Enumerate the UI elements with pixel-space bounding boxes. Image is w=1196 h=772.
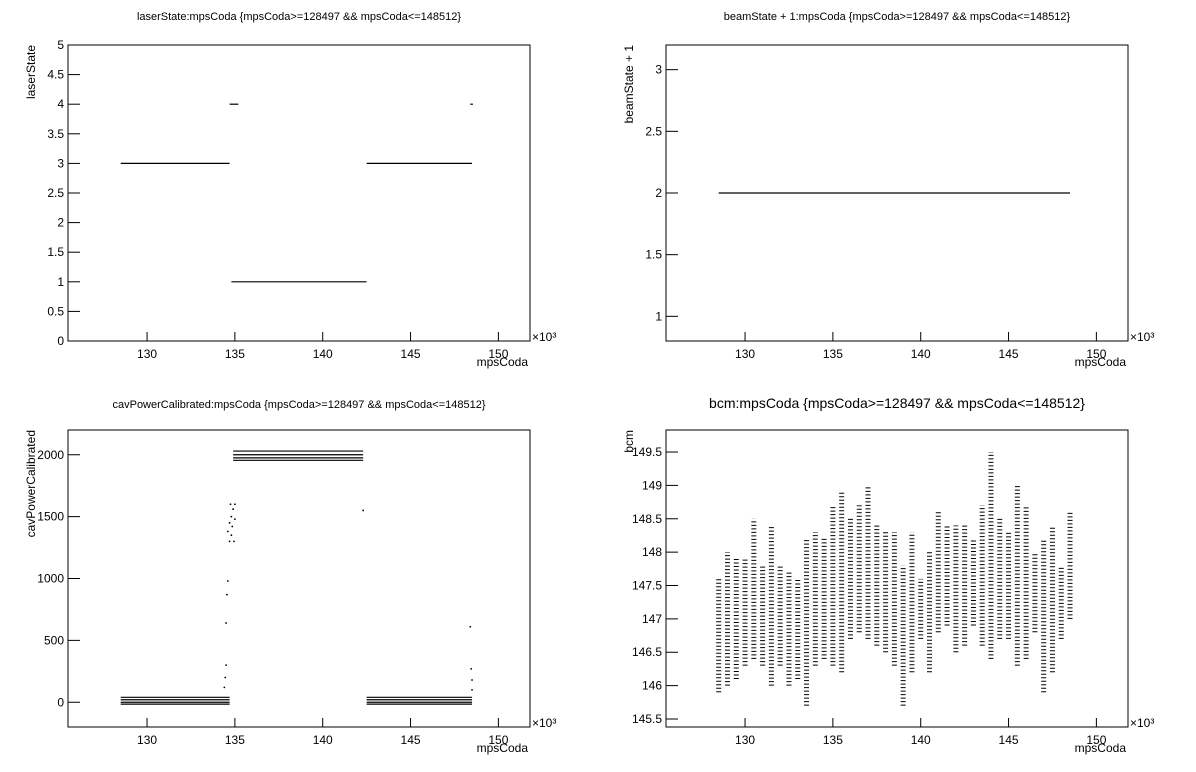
y-tick-label: 2.5 bbox=[645, 124, 662, 138]
x-tick-label: 130 bbox=[735, 347, 755, 361]
y-axis-label: bcm bbox=[622, 430, 636, 453]
data-point bbox=[229, 503, 232, 506]
y-tick-label: 0.5 bbox=[47, 304, 64, 318]
data-point bbox=[223, 686, 226, 689]
x-tick-label: 135 bbox=[225, 347, 245, 361]
x-tick-label: 150 bbox=[1086, 733, 1106, 747]
x-tick-label: 150 bbox=[488, 733, 508, 747]
chart-title: cavPowerCalibrated:mpsCoda {mpsCoda>=128… bbox=[112, 399, 485, 411]
data-point bbox=[232, 508, 235, 511]
data-point bbox=[230, 515, 233, 518]
x-exponent: ×10³ bbox=[1130, 716, 1154, 730]
y-tick-label: 2 bbox=[57, 216, 64, 230]
data-point bbox=[362, 509, 365, 512]
x-tick-label: 145 bbox=[401, 733, 421, 747]
y-tick-label: 1000 bbox=[37, 572, 64, 586]
data-point bbox=[226, 580, 229, 582]
x-tick-label: 145 bbox=[999, 347, 1019, 361]
y-tick-label: 3 bbox=[655, 63, 662, 77]
x-tick-label: 135 bbox=[823, 347, 843, 361]
y-axis-label: cavPowerCalibrated bbox=[24, 430, 38, 537]
data-point bbox=[471, 688, 473, 691]
data-point bbox=[471, 679, 473, 681]
chart-title: beamState + 1:mpsCoda {mpsCoda>=128497 &… bbox=[724, 11, 1071, 23]
y-tick-label: 146 bbox=[642, 679, 662, 693]
y-tick-label: 2000 bbox=[37, 448, 64, 462]
x-tick-label: 130 bbox=[137, 347, 157, 361]
y-tick-label: 1500 bbox=[37, 510, 64, 524]
y-tick-label: 148.5 bbox=[632, 512, 662, 526]
data-point bbox=[231, 525, 234, 528]
chart-title: laserState:mpsCoda {mpsCoda>=128497 && m… bbox=[137, 11, 461, 23]
plot-frame bbox=[665, 429, 1129, 728]
y-tick-label: 148 bbox=[642, 545, 662, 559]
data-point bbox=[226, 593, 228, 596]
y-tick-label: 1.5 bbox=[47, 245, 64, 259]
x-exponent: ×10³ bbox=[532, 330, 556, 344]
data-point bbox=[233, 540, 235, 543]
data-point bbox=[228, 521, 231, 524]
y-tick-label: 2.5 bbox=[47, 186, 64, 200]
y-tick-label: 0 bbox=[57, 334, 64, 348]
x-tick-label: 135 bbox=[225, 733, 245, 747]
x-tick-label: 145 bbox=[401, 347, 421, 361]
y-tick-label: 4 bbox=[57, 97, 64, 111]
y-tick-label: 145.5 bbox=[632, 712, 662, 726]
y-tick-label: 3.5 bbox=[47, 127, 64, 141]
y-tick-label: 5 bbox=[57, 38, 64, 52]
data-point bbox=[225, 622, 227, 624]
y-tick-label: 146.5 bbox=[632, 645, 662, 659]
x-tick-label: 135 bbox=[823, 733, 843, 747]
x-tick-label: 140 bbox=[313, 733, 333, 747]
y-tick-label: 1 bbox=[57, 275, 64, 289]
y-tick-label: 149.5 bbox=[632, 445, 662, 459]
x-tick-label: 140 bbox=[313, 347, 333, 361]
y-tick-label: 147 bbox=[642, 612, 662, 626]
x-axis-label: mpsCoda bbox=[477, 741, 529, 755]
y-tick-label: 0 bbox=[57, 695, 64, 709]
data-point bbox=[470, 667, 473, 670]
y-tick-label: 2 bbox=[655, 186, 662, 200]
x-tick-label: 150 bbox=[488, 347, 508, 361]
data-point bbox=[230, 534, 233, 537]
y-axis-label: laserState bbox=[24, 45, 38, 99]
data-point bbox=[225, 664, 227, 667]
x-tick-label: 145 bbox=[999, 733, 1019, 747]
x-tick-label: 150 bbox=[1086, 347, 1106, 361]
y-axis-label: beamState + 1 bbox=[622, 45, 636, 124]
chart-title: bcm:mpsCoda {mpsCoda>=128497 && mpsCoda<… bbox=[709, 395, 1085, 411]
y-tick-label: 147.5 bbox=[632, 579, 662, 593]
data-point bbox=[224, 676, 227, 679]
x-exponent: ×10³ bbox=[532, 716, 556, 730]
x-axis-label: mpsCoda bbox=[1075, 355, 1127, 369]
y-tick-label: 1.5 bbox=[645, 248, 662, 262]
y-tick-label: 4.5 bbox=[47, 68, 64, 82]
data-point bbox=[226, 530, 229, 533]
x-tick-label: 140 bbox=[911, 733, 931, 747]
y-tick-label: 3 bbox=[57, 156, 64, 170]
data-point bbox=[228, 540, 231, 543]
x-tick-label: 130 bbox=[137, 733, 157, 747]
data-point bbox=[469, 625, 472, 628]
y-tick-label: 1 bbox=[655, 309, 662, 323]
x-axis-label: mpsCoda bbox=[1075, 741, 1127, 755]
data-point bbox=[233, 503, 236, 506]
x-tick-label: 140 bbox=[911, 347, 931, 361]
data-point bbox=[233, 518, 236, 520]
y-tick-label: 500 bbox=[44, 633, 64, 647]
y-tick-label: 149 bbox=[642, 478, 662, 492]
x-tick-label: 130 bbox=[735, 733, 755, 747]
x-exponent: ×10³ bbox=[1130, 330, 1154, 344]
x-axis-label: mpsCoda bbox=[477, 355, 529, 369]
